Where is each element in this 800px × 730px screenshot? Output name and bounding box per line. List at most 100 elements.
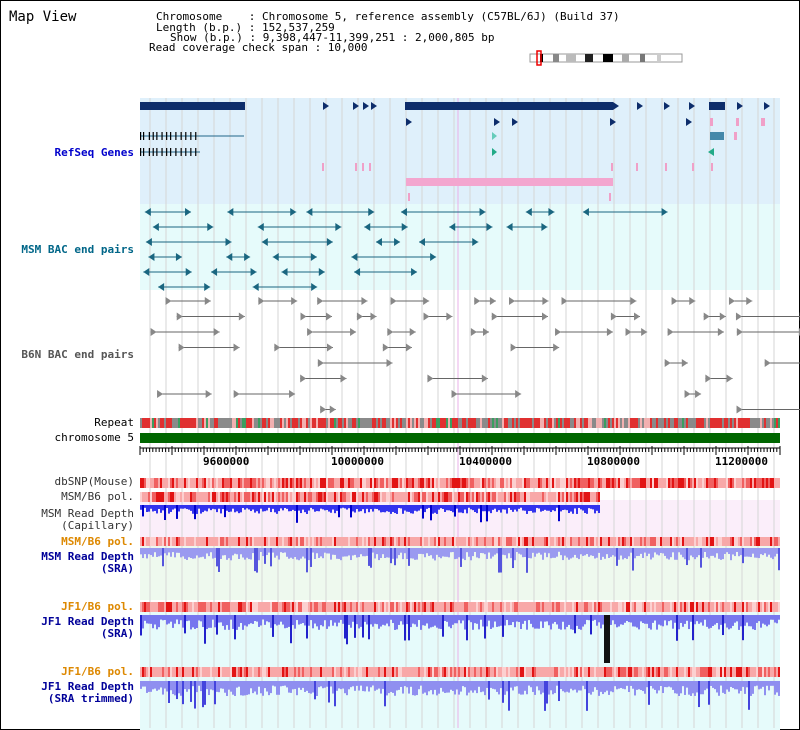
depth-bar bbox=[514, 615, 516, 628]
heat-cell bbox=[556, 492, 558, 502]
msm-b6-pol-label[interactable]: MSM/B6 pol. bbox=[61, 490, 134, 503]
refseq-track-label[interactable]: RefSeq Genes bbox=[54, 146, 134, 159]
repeat-block bbox=[494, 418, 496, 428]
heat-cell bbox=[590, 602, 592, 612]
depth-bar bbox=[360, 505, 362, 512]
depth-bar bbox=[576, 615, 578, 626]
depth-bar bbox=[272, 548, 274, 553]
bac-end bbox=[470, 328, 477, 336]
depth-bar bbox=[694, 548, 696, 560]
msm-b6-pol-label-2[interactable]: MSM/B6 pol. bbox=[61, 535, 134, 548]
msm-bac-track-label[interactable]: MSM BAC end pairs bbox=[21, 243, 134, 256]
heat-cell bbox=[598, 667, 600, 677]
heat-cell bbox=[276, 478, 278, 488]
depth-bar bbox=[148, 505, 150, 512]
depth-bar bbox=[768, 548, 770, 555]
heat-cell bbox=[738, 667, 740, 677]
heat-cell bbox=[628, 537, 630, 546]
depth-bar bbox=[406, 548, 408, 560]
depth-bar bbox=[494, 681, 496, 690]
heat-cell bbox=[178, 602, 180, 612]
heat-cell bbox=[728, 478, 730, 488]
depth-bar bbox=[332, 548, 334, 555]
repeat-block bbox=[158, 418, 160, 428]
repeat-block bbox=[450, 418, 452, 428]
heat-cell bbox=[516, 667, 518, 677]
heat-cell bbox=[146, 537, 148, 546]
depth-bar bbox=[186, 548, 188, 560]
refseq-gene bbox=[734, 132, 737, 140]
heat-cell bbox=[448, 602, 450, 612]
depth-bar bbox=[164, 615, 166, 620]
heat-cell bbox=[174, 602, 176, 612]
depth-bar bbox=[606, 548, 608, 555]
heat-cell bbox=[162, 478, 164, 488]
repeat-block bbox=[462, 418, 464, 428]
depth-bar bbox=[180, 505, 182, 509]
bac-end bbox=[157, 390, 164, 398]
depth-bar bbox=[394, 615, 396, 630]
depth-bar bbox=[586, 548, 588, 555]
heat-cell bbox=[636, 478, 638, 488]
depth-bar bbox=[160, 681, 162, 688]
jf1-read-depth-sra-label[interactable]: JF1 Read Depth bbox=[41, 615, 134, 628]
heat-cell bbox=[262, 602, 264, 612]
heat-cell bbox=[350, 478, 352, 488]
heat-cell bbox=[410, 602, 412, 612]
depth-bar bbox=[530, 615, 532, 624]
heat-cell bbox=[268, 602, 270, 612]
heat-cell bbox=[362, 602, 364, 612]
depth-bar bbox=[236, 615, 238, 630]
depth-bar bbox=[508, 548, 510, 554]
depth-bar bbox=[428, 615, 430, 629]
heat-cell bbox=[708, 602, 710, 612]
depth-bar bbox=[476, 681, 478, 694]
dbsnp-track-label[interactable]: dbSNP(Mouse) bbox=[54, 475, 134, 488]
heat-cell bbox=[688, 537, 690, 546]
jf1-read-depth-trimmed-label[interactable]: JF1 Read Depth bbox=[41, 680, 134, 693]
heat-cell bbox=[470, 478, 472, 488]
depth-bar bbox=[338, 681, 340, 689]
heat-cell bbox=[442, 478, 444, 488]
jf1-b6-pol-label-2[interactable]: JF1/B6 pol. bbox=[61, 665, 134, 678]
msm-read-depth-sra-label[interactable]: MSM Read Depth bbox=[41, 550, 134, 563]
heat-cell bbox=[500, 478, 502, 488]
heat-cell bbox=[690, 537, 692, 546]
repeat-block bbox=[600, 418, 602, 428]
repeat-block bbox=[208, 418, 210, 428]
depth-bar bbox=[508, 505, 510, 508]
heat-cell bbox=[274, 492, 276, 502]
heat-cell bbox=[390, 537, 392, 546]
b6n-bac-track-label[interactable]: B6N BAC end pairs bbox=[21, 348, 134, 361]
heat-cell bbox=[222, 602, 224, 612]
repeat-block bbox=[332, 418, 334, 428]
msm-read-depth-capillary-label[interactable]: MSM Read Depth bbox=[41, 507, 134, 520]
heat-cell bbox=[222, 478, 224, 488]
repeat-block bbox=[178, 418, 180, 428]
depth-bar bbox=[652, 548, 654, 558]
repeat-block bbox=[194, 418, 196, 428]
heat-cell bbox=[710, 478, 712, 488]
depth-bar bbox=[276, 615, 278, 626]
depth-bar bbox=[524, 505, 526, 511]
heat-cell bbox=[204, 537, 206, 546]
heat-cell bbox=[430, 602, 432, 612]
heat-cell bbox=[286, 537, 288, 546]
depth-bar bbox=[328, 505, 330, 512]
bac-end bbox=[446, 312, 453, 321]
heat-cell bbox=[528, 478, 530, 488]
depth-bar bbox=[282, 548, 284, 553]
depth-bar bbox=[604, 548, 606, 559]
depth-bar bbox=[590, 615, 592, 635]
heat-cell bbox=[772, 478, 774, 488]
heat-cell bbox=[324, 478, 326, 488]
heat-cell bbox=[308, 537, 310, 546]
repeat-block bbox=[544, 418, 546, 428]
depth-bar bbox=[158, 505, 160, 509]
heat-cell bbox=[326, 478, 328, 488]
depth-bar bbox=[774, 548, 776, 557]
depth-bar bbox=[584, 681, 586, 690]
depth-bar bbox=[324, 548, 326, 553]
jf1-b6-pol-label[interactable]: JF1/B6 pol. bbox=[61, 600, 134, 613]
